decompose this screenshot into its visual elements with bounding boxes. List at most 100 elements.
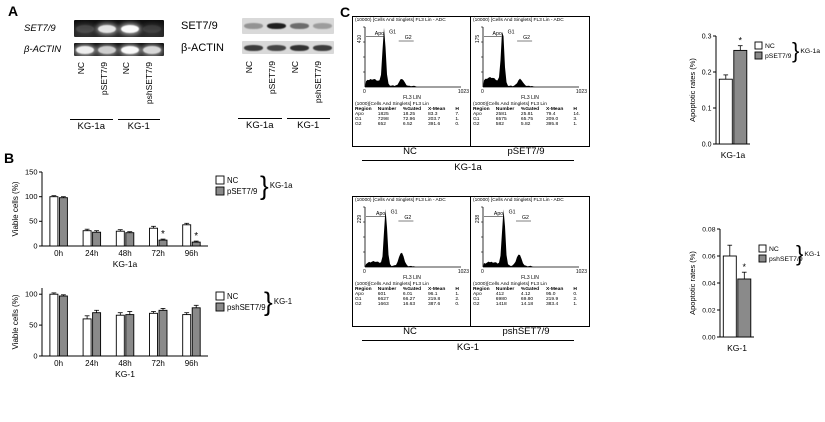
protein-band <box>313 23 332 29</box>
flow-ymax-label: 238 <box>475 215 481 224</box>
svg-text:24h: 24h <box>85 249 98 258</box>
svg-text:NC: NC <box>769 246 779 253</box>
gel-image <box>74 43 164 56</box>
legend-swatch-NC <box>754 41 763 50</box>
legend-swatch-pSET7/9 <box>754 51 763 60</box>
svg-text:0.04: 0.04 <box>702 280 715 287</box>
bar-pSET7/9-24h <box>92 231 102 247</box>
blot-row: SET7/9 <box>181 18 334 34</box>
lane-label: NC <box>76 62 86 75</box>
svg-text:0: 0 <box>33 241 37 250</box>
blot-row-label: SET7/9 <box>181 20 218 32</box>
svg-text:0h: 0h <box>54 249 63 258</box>
svg-text:0: 0 <box>33 351 37 360</box>
dna-content-histogram <box>365 27 461 87</box>
svg-text:NC: NC <box>765 43 775 50</box>
flow-table-title: (1000)[Cells And Singlets] FL3 Lin <box>473 102 547 107</box>
blot-row-label: SET7/9 <box>24 23 56 34</box>
svg-text:G2: G2 <box>522 215 529 221</box>
bar-NC-96h <box>182 224 192 247</box>
svg-text:0.06: 0.06 <box>702 253 715 260</box>
gel-image <box>74 20 164 37</box>
bar-pshSET7/9-KG-1 <box>737 278 752 338</box>
cell-line-label: KG-1a <box>70 119 113 132</box>
lane-label: NC <box>121 62 131 75</box>
viable-kg1a-svg: 0 50 100 150 * * 0h 24h 48h 72h 96h KG-1a Viable cel… <box>11 167 293 269</box>
flow-plot-pshset79-kg1: (10000) [Cells And Singlets] FL3 Lin - A… <box>470 196 590 327</box>
cell-line-label: KG-1 <box>286 118 330 131</box>
bar-pSET7/9-KG-1a <box>733 49 748 145</box>
flow-xmin: 0 <box>481 89 484 95</box>
flow-xaxis-range: 0 1023 <box>473 269 587 275</box>
flow-ymax-label: 175 <box>475 35 481 44</box>
flow-xmin: 0 <box>481 269 484 275</box>
group-line-kg1 <box>362 340 574 341</box>
bar-NC-24h <box>82 318 92 357</box>
blot-row-label: β-ACTIN <box>181 41 224 54</box>
flow-histogram-svg: 229 Apo G1 G2 <box>357 206 461 268</box>
svg-text:G1: G1 <box>509 210 516 216</box>
flow-xaxis-range: 0 1023 <box>355 269 469 275</box>
svg-text:NC: NC <box>227 292 239 301</box>
lane-label: pshSET7/9 <box>313 61 324 104</box>
viable-cells-kg1a-chart: 0 50 100 150 * * 0h 24h 48h 72h 96h KG-1a Viable cel… <box>8 162 314 281</box>
svg-text:72h: 72h <box>152 359 165 368</box>
blot-row: β-ACTIN <box>181 41 334 54</box>
flow-plot-nc-kg1a: (10000) [Cells And Singlets] FL3 Lin - A… <box>352 16 472 147</box>
flow-table-row: G1 7298 72.96 203.7 1. <box>355 117 460 122</box>
panel-a-label: A <box>8 3 19 19</box>
svg-text:*: * <box>194 231 198 242</box>
bar-NC-96h <box>182 314 192 357</box>
flow-table-title: (1000)[Cells And Singlets] FL3 Lin <box>355 282 429 287</box>
bar-pshSET7/9-0h <box>58 295 68 357</box>
flow-captions-bottom: NC pshSET7/9 <box>352 326 584 337</box>
apoptotic-kg1a-svg: 0.0 0.1 0.2 0.3 * KG-1a Apoptotic rates (%) NC p… <box>688 33 820 160</box>
svg-text:KG-1a: KG-1a <box>270 181 293 190</box>
svg-text:*: * <box>743 262 747 272</box>
svg-text:G1: G1 <box>391 210 398 216</box>
flow-xaxis-range: 0 1023 <box>355 89 469 95</box>
flow-ymax-label: 410 <box>357 35 363 44</box>
protein-band <box>98 24 117 33</box>
protein-band <box>120 45 139 54</box>
flow-xmax: 1023 <box>457 89 469 95</box>
svg-text:G1: G1 <box>508 30 515 36</box>
svg-text:Apo: Apo <box>376 211 385 217</box>
svg-text:Apo: Apo <box>493 31 502 37</box>
flow-table-row: Apo 1825 18.25 83.3 7. <box>355 112 460 117</box>
svg-text:0.02: 0.02 <box>702 307 715 314</box>
panel-c-label: C <box>340 4 351 20</box>
legend-swatch-pshSET7/9 <box>215 302 225 312</box>
svg-text:0.2: 0.2 <box>702 69 712 76</box>
legend-swatch-NC <box>758 244 767 253</box>
svg-text:Apo: Apo <box>494 211 503 217</box>
bar-NC-24h <box>82 230 92 247</box>
flow-table-row: Apo 412 4.12 95.0 0. <box>473 292 578 297</box>
bar-pSET7/9-96h <box>191 241 201 247</box>
svg-text:pshSET7/9: pshSET7/9 <box>227 303 266 312</box>
svg-text:0.0: 0.0 <box>702 141 712 148</box>
svg-text:KG-1: KG-1 <box>727 343 747 353</box>
flow-table-columns: Region Number %Gated X-Mean H <box>473 107 577 112</box>
flow-xmin: 0 <box>363 89 366 95</box>
svg-text:Apoptotic rates (%): Apoptotic rates (%) <box>688 58 697 122</box>
legend-swatch-NC <box>215 175 225 185</box>
flow-table-row: G2 652 6.52 391.6 0. <box>355 122 460 127</box>
svg-text:50: 50 <box>29 217 37 226</box>
flow-table-row: G2 1663 16.63 387.6 0. <box>355 302 460 307</box>
bar-pshSET7/9-72h <box>158 309 168 357</box>
bar-NC-72h <box>149 312 158 357</box>
svg-text:KG-1a: KG-1a <box>113 259 138 269</box>
legend-swatch-pshSET7/9 <box>758 254 767 263</box>
flow-table-columns: Region Number %Gated X-Mean H <box>355 287 459 292</box>
bar-pSET7/9-0h <box>58 197 68 247</box>
protein-band <box>244 23 263 29</box>
flow-table-title: (1000)[Cells And Singlets] FL3 Lin <box>355 102 429 107</box>
flow-xaxis-label: FL3 LIN <box>403 275 421 281</box>
blot-image <box>242 18 334 34</box>
flow-table-row: Apo 2581 25.81 79.4 14. <box>473 112 581 117</box>
viable-cells-kg1-chart: 0 50 100 0h 24h 48h 72h 96h KG-1 Viable cells (%)… <box>8 276 314 395</box>
flow-xaxis-label: FL3 LIN <box>521 275 539 281</box>
legend-swatch-NC <box>215 291 225 301</box>
